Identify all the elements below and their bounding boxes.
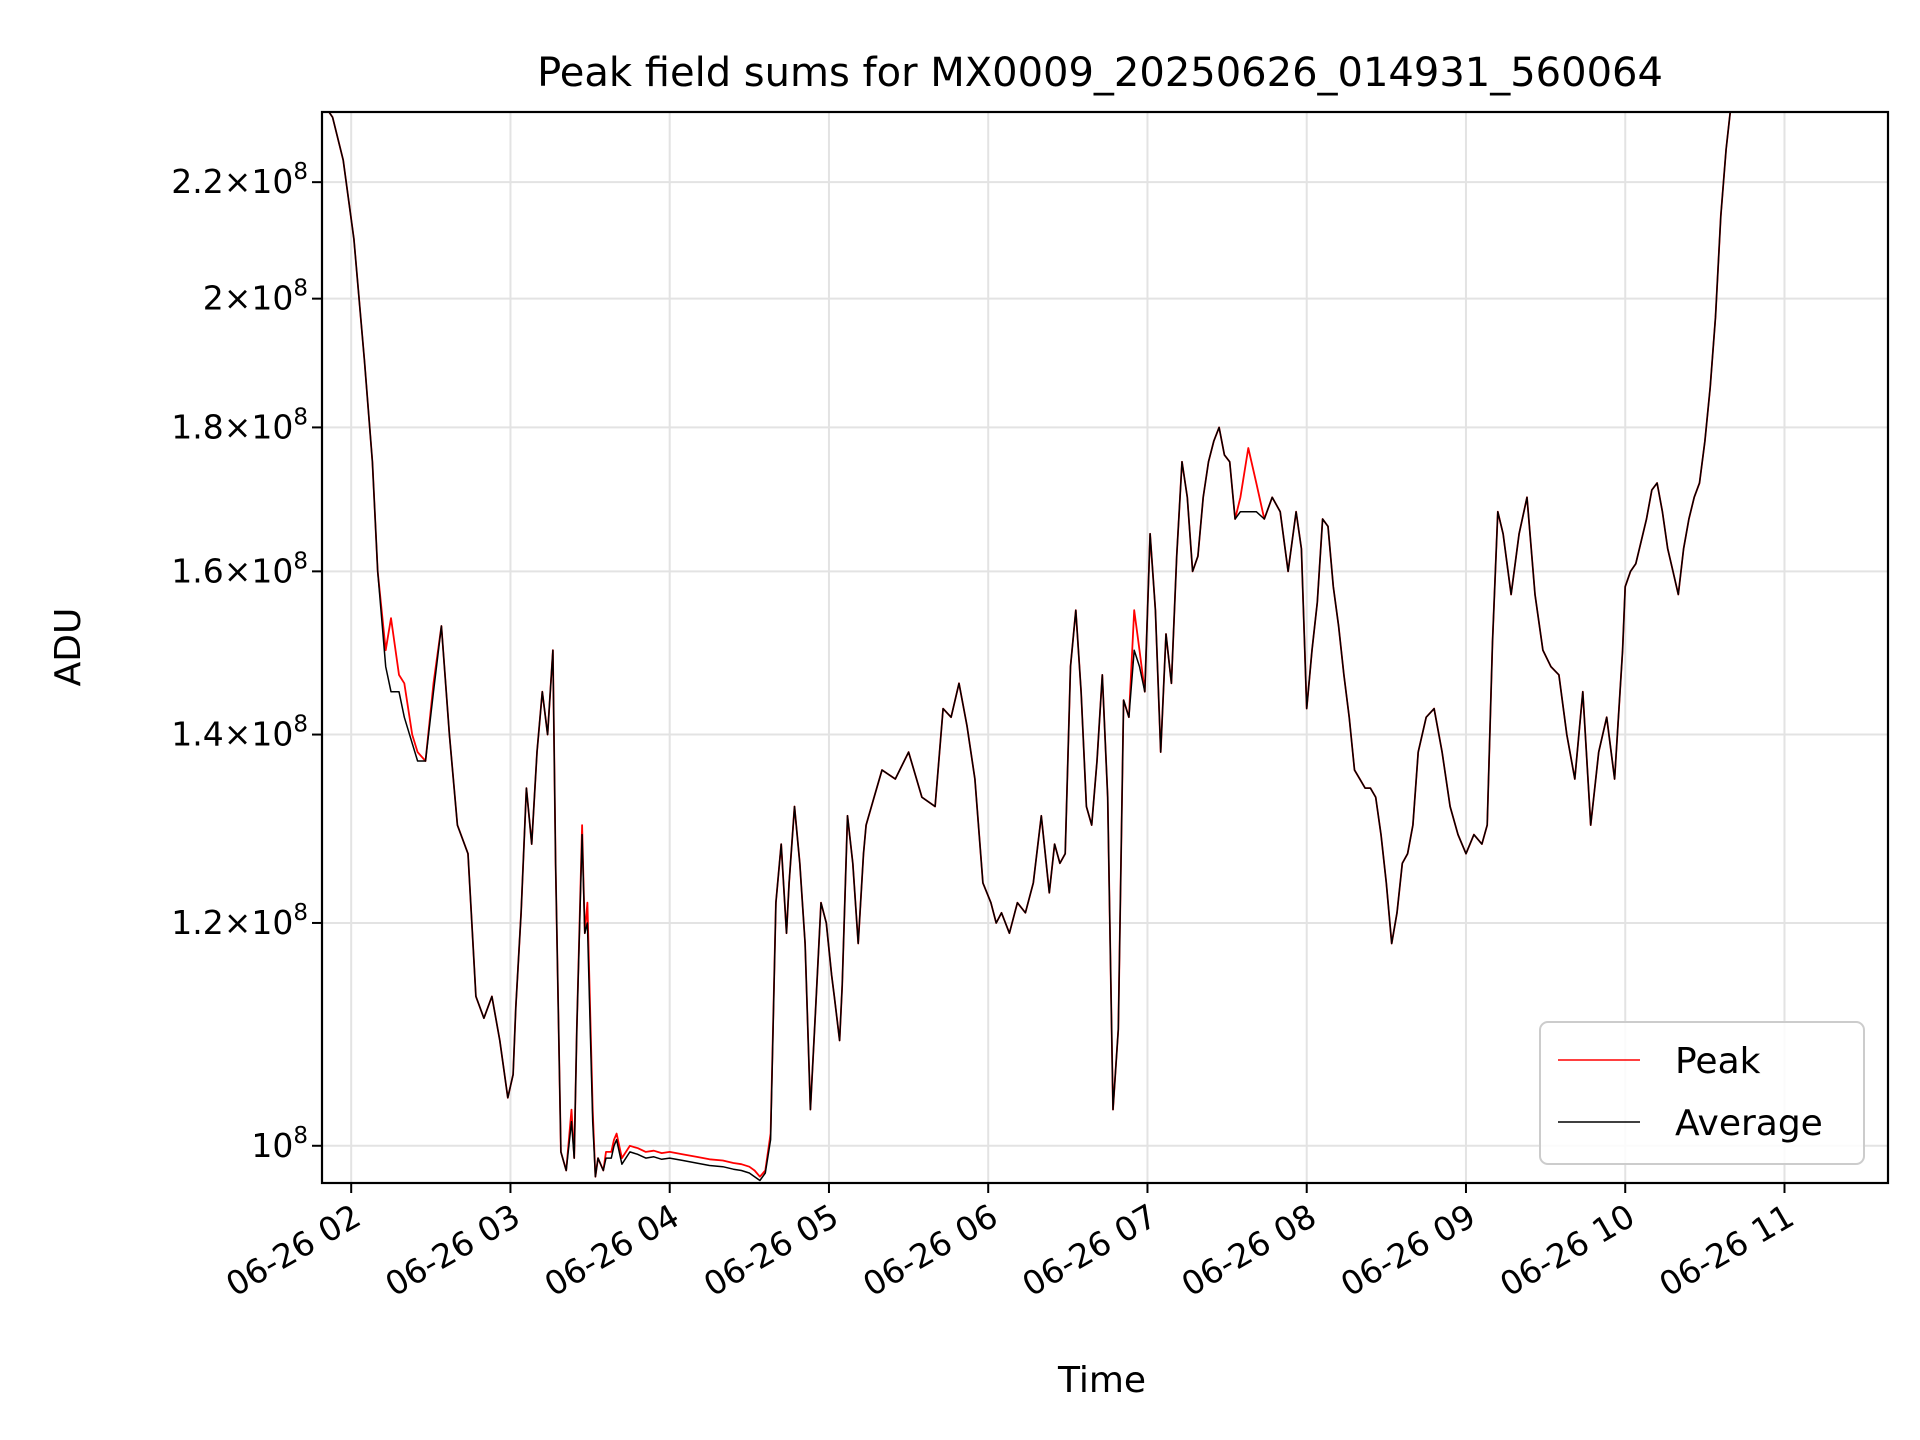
y-tick-label: 1.2×108 [171,900,308,942]
series-line-average [328,112,1731,1182]
series-group [327,112,1732,1182]
y-axis-label: ADU [48,608,89,687]
plot-frame [320,110,1890,1185]
y-tick-label: 2.2×108 [171,159,308,201]
x-axis-label: Time [1057,1360,1146,1401]
y-tick-label: 108 [251,1123,308,1165]
chart-title: Peak field sums for MX0009_20250626_0149… [537,50,1663,96]
y-tick-label: 1.4×108 [171,712,308,754]
y-tick-label: 2×108 [203,276,308,318]
y-tick-label: 1.6×108 [171,548,308,590]
legend-label-average: Average [1675,1103,1823,1144]
legend-box [1539,1021,1865,1165]
legend[interactable]: Peak Average [1539,1021,1865,1165]
legend-label-peak: Peak [1675,1041,1761,1082]
y-axis: 108 1.2×108 1.4×108 1.6×108 1.8×108 2×108 2.2×… [171,159,322,1165]
y-tick-label: 1.8×108 [171,404,308,446]
